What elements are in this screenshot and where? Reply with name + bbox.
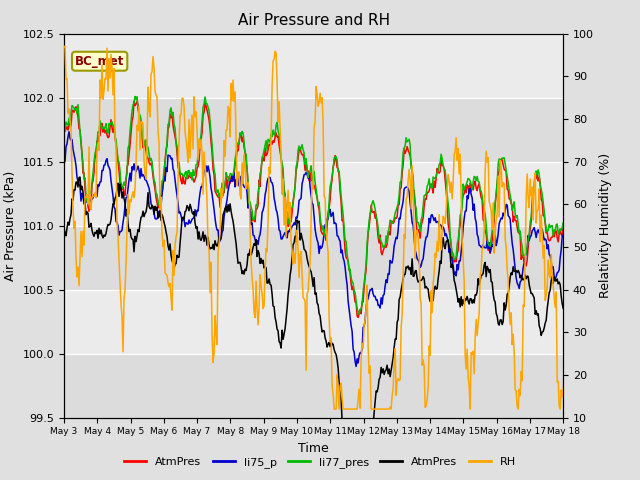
X-axis label: Time: Time [298,442,329,455]
Bar [64,226,563,289]
Bar [64,34,563,97]
Y-axis label: Relativity Humidity (%): Relativity Humidity (%) [600,153,612,298]
Legend: AtmPres, li75_p, li77_pres, AtmPres, RH: AtmPres, li75_p, li77_pres, AtmPres, RH [120,452,520,472]
Y-axis label: Air Pressure (kPa): Air Pressure (kPa) [4,170,17,281]
Bar [64,289,563,354]
Text: BC_met: BC_met [75,55,124,68]
Bar [64,162,563,226]
Bar [64,354,563,418]
Title: Air Pressure and RH: Air Pressure and RH [237,13,390,28]
Bar [64,97,563,162]
